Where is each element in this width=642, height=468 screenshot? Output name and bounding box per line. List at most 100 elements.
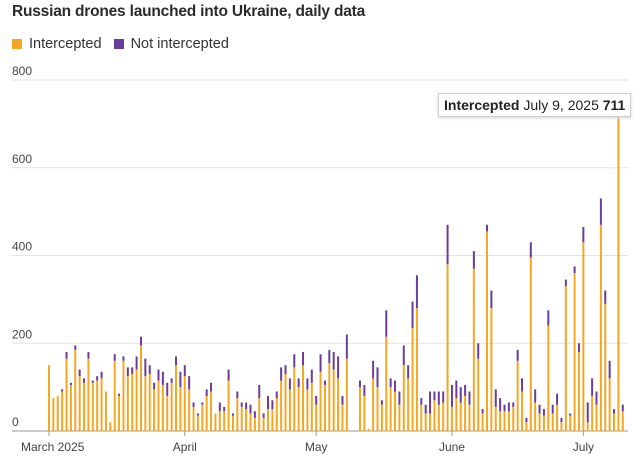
bar-intercepted[interactable] bbox=[389, 387, 392, 431]
bar-not-intercepted[interactable] bbox=[345, 334, 348, 359]
bar-intercepted[interactable] bbox=[494, 406, 497, 431]
bar-intercepted[interactable] bbox=[402, 365, 405, 431]
bar-intercepted[interactable] bbox=[153, 389, 156, 431]
legend-item-intercepted[interactable]: Intercepted bbox=[12, 36, 102, 52]
bar-intercepted[interactable] bbox=[104, 391, 107, 431]
bar-not-intercepted[interactable] bbox=[525, 417, 528, 423]
bar-not-intercepted[interactable] bbox=[131, 367, 134, 374]
bar-intercepted[interactable] bbox=[586, 422, 589, 431]
bar-intercepted[interactable] bbox=[205, 395, 208, 431]
bar-intercepted[interactable] bbox=[446, 264, 449, 431]
bar-intercepted[interactable] bbox=[113, 360, 116, 431]
bar-not-intercepted[interactable] bbox=[188, 376, 191, 390]
bar-intercepted[interactable] bbox=[529, 257, 532, 431]
bar-not-intercepted[interactable] bbox=[420, 398, 423, 405]
bar-not-intercepted[interactable] bbox=[446, 224, 449, 265]
bar-not-intercepted[interactable] bbox=[599, 198, 602, 225]
bar-intercepted[interactable] bbox=[556, 404, 559, 431]
bar-not-intercepted[interactable] bbox=[499, 398, 502, 412]
bar-not-intercepted[interactable] bbox=[113, 354, 116, 361]
bar-intercepted[interactable] bbox=[262, 417, 265, 431]
bar-not-intercepted[interactable] bbox=[271, 400, 274, 410]
bar-not-intercepted[interactable] bbox=[542, 409, 545, 416]
bar-intercepted[interactable] bbox=[183, 376, 186, 431]
bar-intercepted[interactable] bbox=[477, 358, 480, 431]
bar-not-intercepted[interactable] bbox=[267, 395, 269, 410]
bar-not-intercepted[interactable] bbox=[512, 402, 515, 407]
bar-not-intercepted[interactable] bbox=[433, 391, 436, 401]
bar-not-intercepted[interactable] bbox=[534, 389, 537, 403]
bar-not-intercepted[interactable] bbox=[74, 345, 77, 350]
bar-intercepted[interactable] bbox=[196, 415, 199, 431]
bar-intercepted[interactable] bbox=[253, 417, 256, 431]
bar-intercepted[interactable] bbox=[551, 413, 554, 431]
bar-not-intercepted[interactable] bbox=[227, 369, 230, 381]
bar-not-intercepted[interactable] bbox=[613, 409, 616, 414]
bar-not-intercepted[interactable] bbox=[486, 224, 488, 232]
bar-not-intercepted[interactable] bbox=[407, 365, 410, 379]
bar-intercepted[interactable] bbox=[599, 224, 602, 431]
bar-intercepted[interactable] bbox=[83, 382, 86, 431]
bar-not-intercepted[interactable] bbox=[280, 367, 283, 381]
bar-not-intercepted[interactable] bbox=[315, 395, 318, 405]
bar-not-intercepted[interactable] bbox=[96, 376, 99, 381]
bar-not-intercepted[interactable] bbox=[126, 367, 129, 377]
bar-not-intercepted[interactable] bbox=[490, 290, 493, 309]
bar-not-intercepted[interactable] bbox=[218, 402, 221, 412]
bar-intercepted[interactable] bbox=[490, 308, 493, 431]
bar-not-intercepted[interactable] bbox=[275, 391, 278, 399]
bar-not-intercepted[interactable] bbox=[450, 384, 453, 407]
bar-not-intercepted[interactable] bbox=[205, 389, 208, 396]
bar-intercepted[interactable] bbox=[118, 395, 121, 431]
bar-intercepted[interactable] bbox=[442, 402, 445, 431]
bar-not-intercepted[interactable] bbox=[223, 406, 226, 412]
bar-not-intercepted[interactable] bbox=[161, 371, 164, 385]
bar-intercepted[interactable] bbox=[621, 411, 624, 431]
bar-intercepted[interactable] bbox=[210, 391, 213, 431]
bar-intercepted[interactable] bbox=[144, 376, 147, 431]
bar-not-intercepted[interactable] bbox=[398, 391, 401, 405]
bar-intercepted[interactable] bbox=[376, 387, 379, 431]
bar-intercepted[interactable] bbox=[223, 411, 226, 431]
bar-not-intercepted[interactable] bbox=[175, 356, 178, 366]
bar-intercepted[interactable] bbox=[323, 384, 326, 431]
bar-not-intercepted[interactable] bbox=[376, 367, 379, 388]
bar-intercepted[interactable] bbox=[591, 395, 594, 431]
bar-not-intercepted[interactable] bbox=[521, 378, 524, 392]
bar-not-intercepted[interactable] bbox=[144, 358, 147, 377]
bar-not-intercepted[interactable] bbox=[556, 393, 559, 405]
bar-intercepted[interactable] bbox=[91, 382, 94, 431]
bar-intercepted[interactable] bbox=[78, 376, 81, 431]
bar-not-intercepted[interactable] bbox=[564, 279, 567, 287]
bar-intercepted[interactable] bbox=[613, 413, 616, 431]
bar-intercepted[interactable] bbox=[100, 378, 103, 431]
bar-not-intercepted[interactable] bbox=[179, 371, 182, 388]
bar-intercepted[interactable] bbox=[135, 369, 138, 431]
bar-intercepted[interactable] bbox=[218, 411, 221, 431]
bar-intercepted[interactable] bbox=[424, 413, 427, 431]
bar-not-intercepted[interactable] bbox=[577, 343, 580, 353]
bar-intercepted[interactable] bbox=[48, 365, 50, 431]
bar-intercepted[interactable] bbox=[175, 365, 178, 431]
bar-intercepted[interactable] bbox=[415, 308, 418, 431]
bar-not-intercepted[interactable] bbox=[210, 382, 213, 392]
bar-not-intercepted[interactable] bbox=[306, 378, 309, 390]
bar-intercepted[interactable] bbox=[315, 404, 318, 431]
bar-not-intercepted[interactable] bbox=[573, 266, 576, 274]
bar-intercepted[interactable] bbox=[214, 413, 217, 431]
bar-intercepted[interactable] bbox=[275, 398, 278, 431]
bar-intercepted[interactable] bbox=[61, 391, 64, 431]
bar-intercepted[interactable] bbox=[604, 303, 607, 431]
bar-intercepted[interactable] bbox=[516, 360, 519, 431]
bar-intercepted[interactable] bbox=[468, 404, 471, 431]
bar-intercepted[interactable] bbox=[385, 336, 388, 431]
bar-intercepted[interactable] bbox=[332, 369, 335, 431]
bar-intercepted[interactable] bbox=[148, 373, 151, 431]
bar-intercepted[interactable] bbox=[87, 358, 90, 431]
bar-not-intercepted[interactable] bbox=[236, 391, 239, 399]
bar-intercepted[interactable] bbox=[525, 422, 528, 431]
bar-intercepted[interactable] bbox=[109, 422, 112, 431]
bar-intercepted[interactable] bbox=[595, 404, 598, 431]
bar-not-intercepted[interactable] bbox=[65, 352, 68, 359]
bar-not-intercepted[interactable] bbox=[148, 365, 151, 374]
